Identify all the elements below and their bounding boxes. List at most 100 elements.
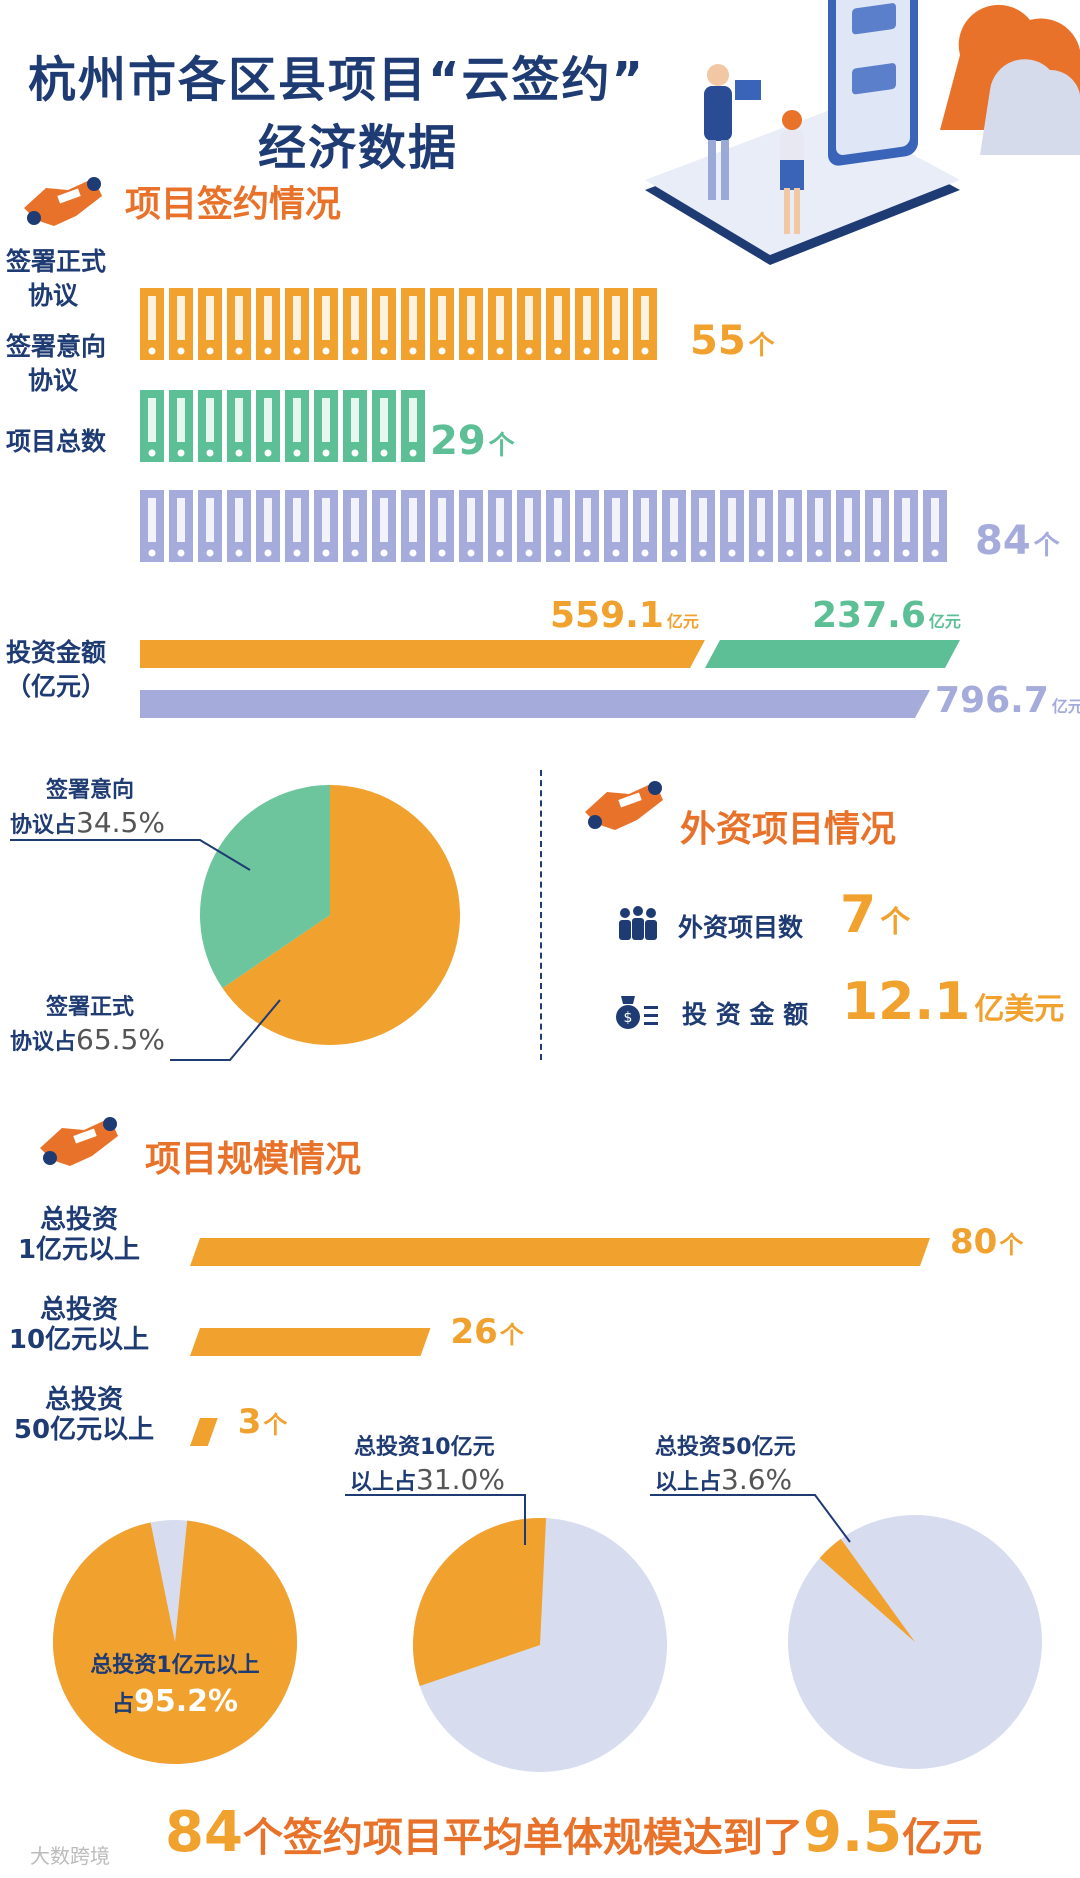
binder-mark: [140, 490, 164, 562]
pie-label-10: 总投资10亿元 以上占31.0%: [350, 1435, 505, 1496]
binder-mark: [401, 288, 425, 360]
row-label-formal: 签署正式 协议: [6, 247, 107, 310]
row-label-investment: 投资金额 （亿元）: [6, 638, 107, 701]
binder-mark: [314, 490, 338, 562]
foreign-amount-label: 投 资 金 额: [682, 1000, 809, 1029]
people-icon: [619, 906, 657, 940]
row-label-total: 项目总数: [6, 427, 107, 456]
investment-bar-intent: [705, 640, 960, 668]
binder-mark: [372, 390, 396, 462]
binder-mark: [343, 288, 367, 360]
pie-label-1: 总投资1亿元以上 占95.2%: [90, 1653, 260, 1719]
binder-mark: [633, 490, 657, 562]
pie-slice-10: [413, 1518, 547, 1687]
binder-bar-chart: [0, 0, 1080, 600]
scale-value-1: 80个: [950, 1222, 1024, 1262]
pie-label-intent: 签署意向 协议占34.5%: [10, 778, 165, 839]
binder-mark: [140, 288, 164, 360]
page-subtitle: 经济数据: [258, 120, 459, 176]
binder-mark: [198, 490, 222, 562]
binder-mark: [285, 390, 309, 462]
scale-label-10: 总投资 10亿元以上: [8, 1295, 150, 1355]
binder-mark: [343, 490, 367, 562]
binder-mark: [256, 288, 280, 360]
scale-bar: [190, 1238, 930, 1266]
scale-bar-chart: [190, 1238, 930, 1446]
binder-mark: [633, 288, 657, 360]
pie-slice-1: [52, 1520, 297, 1764]
binder-mark: [459, 288, 483, 360]
binder-mark: [198, 390, 222, 462]
scale-pie-charts: [52, 1494, 1042, 1772]
binder-mark: [430, 490, 454, 562]
binder-mark: [256, 490, 280, 562]
binder-mark: [256, 390, 280, 462]
section-title-scale: 项目规模情况: [145, 1139, 362, 1180]
binder-mark: [459, 490, 483, 562]
binder-mark: [691, 490, 715, 562]
binder-mark: [401, 490, 425, 562]
binder-mark: [140, 390, 164, 462]
footer-summary: 84个签约项目平均单体规模达到了9.5亿元: [165, 1800, 983, 1865]
money-bag-icon: $: [616, 996, 658, 1029]
binder-mark: [807, 490, 831, 562]
binder-mark: [314, 390, 338, 462]
binder-mark: [749, 490, 773, 562]
handshake-icon: [24, 177, 102, 226]
svg-text:$: $: [624, 1010, 633, 1026]
binder-mark: [517, 288, 541, 360]
foreign-count-label: 外资项目数: [678, 913, 804, 942]
binder-mark: [401, 390, 425, 462]
header-illustration: [645, 0, 1080, 265]
binder-mark: [169, 390, 193, 462]
value-intent: 29 个: [430, 418, 515, 464]
binder-mark: [488, 288, 512, 360]
binder-mark: [372, 288, 396, 360]
binder-mark: [604, 490, 628, 562]
scale-label-50: 总投资 50亿元以上: [13, 1385, 155, 1445]
binder-mark: [343, 390, 367, 462]
binder-mark: [894, 490, 918, 562]
scale-bar: [190, 1328, 431, 1356]
binder-svg: [140, 288, 947, 562]
value-total: 84 个: [975, 518, 1060, 564]
binder-mark: [836, 490, 860, 562]
binder-mark: [227, 390, 251, 462]
binder-mark: [430, 288, 454, 360]
signing-pie-chart: [10, 785, 461, 1061]
value-formal: 55 个: [690, 318, 775, 364]
binder-mark: [198, 288, 222, 360]
binder-mark: [546, 288, 570, 360]
binder-mark: [314, 288, 338, 360]
binder-mark: [575, 490, 599, 562]
pie-slice-intent: [200, 785, 330, 989]
handshake-icon: [585, 781, 663, 830]
pie-slice-formal: [222, 785, 461, 1045]
investment-bar-formal: [140, 640, 705, 668]
watermark: 大数跨境: [30, 1844, 110, 1868]
investment-intent-value: 237.6 亿元: [812, 595, 961, 636]
investment-formal-value: 559.1 亿元: [550, 595, 699, 636]
page-title: 杭州市各区县项目“云签约”: [28, 52, 646, 108]
binder-mark: [865, 490, 889, 562]
handshake-icon: [40, 1117, 118, 1166]
scale-value-50: 3个: [237, 1402, 288, 1442]
binder-mark: [604, 288, 628, 360]
row-label-intent: 签署意向 协议: [6, 332, 107, 395]
binder-mark: [285, 288, 309, 360]
scale-label-1: 总投资 1亿元以上: [17, 1205, 141, 1265]
section-title-foreign: 外资项目情况: [680, 809, 897, 850]
binder-mark: [778, 490, 802, 562]
binder-mark: [169, 490, 193, 562]
pie-slice-50: [819, 1538, 915, 1642]
binder-mark: [169, 288, 193, 360]
pie-label-50: 总投资50亿元 以上占3.6%: [655, 1435, 796, 1496]
binder-mark: [575, 288, 599, 360]
section-title-signing: 项目签约情况: [125, 184, 342, 225]
binder-mark: [662, 490, 686, 562]
scale-value-10: 26个: [450, 1312, 524, 1352]
scale-bar: [190, 1418, 218, 1446]
section-divider: [540, 770, 542, 1060]
binder-mark: [227, 288, 251, 360]
